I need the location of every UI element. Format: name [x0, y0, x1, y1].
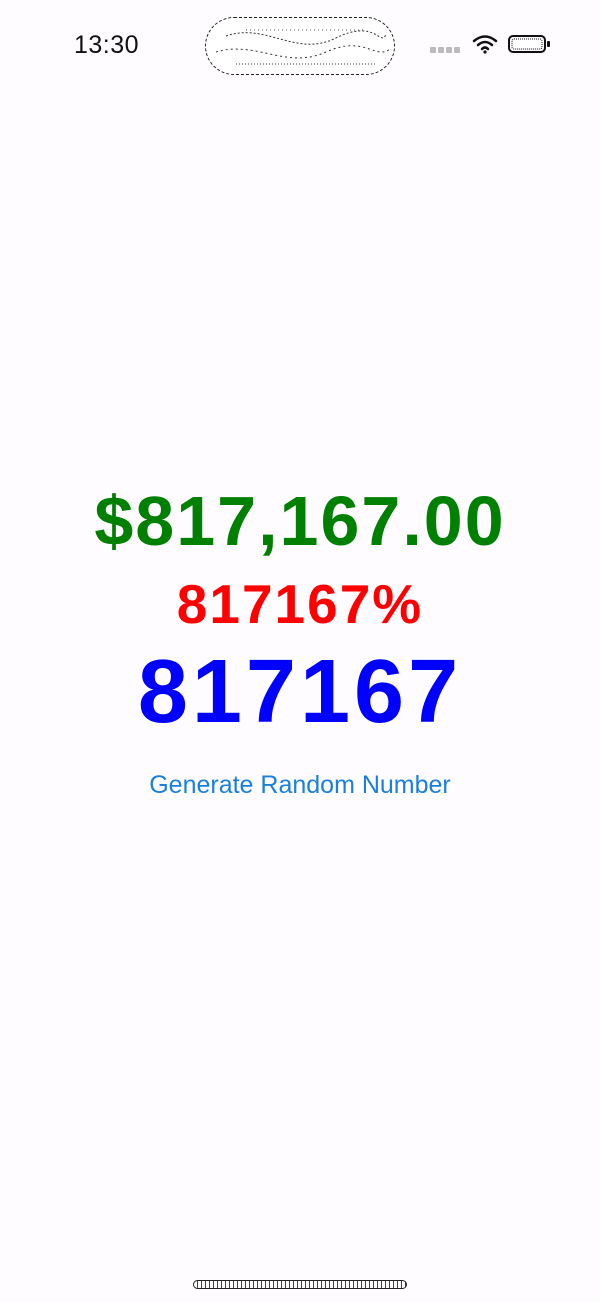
- plain-number-value: 817167: [137, 642, 463, 742]
- status-time: 13:30: [74, 31, 140, 59]
- currency-formatted-value: $817,167.00: [94, 482, 506, 560]
- percent-formatted-value: 817167%: [176, 573, 424, 635]
- dynamic-island: [205, 17, 395, 75]
- cellular-signal-icon: [430, 47, 460, 53]
- battery-icon: [508, 35, 550, 53]
- home-indicator[interactable]: [193, 1280, 407, 1289]
- generate-random-number-button[interactable]: Generate Random Number: [0, 768, 600, 802]
- status-bar: 13:30: [0, 0, 600, 90]
- wifi-icon: [472, 35, 498, 54]
